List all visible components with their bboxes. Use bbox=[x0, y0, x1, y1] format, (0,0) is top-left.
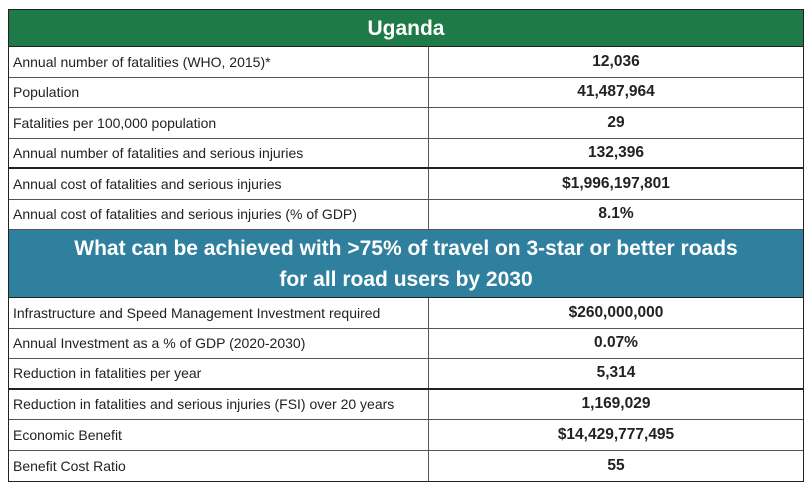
section-title-line2: for all road users by 2030 bbox=[279, 268, 533, 291]
row-value: 55 bbox=[607, 456, 625, 474]
row-value: $260,000,000 bbox=[568, 303, 664, 321]
row-value: $14,429,777,495 bbox=[557, 425, 675, 443]
row-value: 0.07% bbox=[594, 334, 638, 352]
table-row: Annual cost of fatalities and serious in… bbox=[9, 199, 803, 230]
table-row: Annual number of fatalities (WHO, 2015)*… bbox=[9, 47, 803, 78]
table-row: Benefit Cost Ratio 55 bbox=[9, 450, 803, 481]
row-value: $1,996,197,801 bbox=[562, 174, 670, 192]
row-value: 1,169,029 bbox=[581, 395, 651, 413]
row-label: Reduction in fatalities per year bbox=[9, 359, 429, 388]
row-label: Infrastructure and Speed Management Inve… bbox=[9, 298, 429, 328]
section-title-line1: What can be achieved with >75% of travel… bbox=[74, 237, 738, 260]
country-title: Uganda bbox=[9, 10, 803, 47]
row-label: Annual cost of fatalities and serious in… bbox=[9, 199, 429, 229]
table-row: Annual cost of fatalities and serious in… bbox=[9, 169, 803, 200]
row-value: 5,314 bbox=[596, 364, 636, 382]
row-label: Fatalities per 100,000 population bbox=[9, 108, 429, 138]
row-value: 12,036 bbox=[592, 52, 640, 70]
table-row: Reduction in fatalities and serious inju… bbox=[9, 389, 803, 420]
table-row: Reduction in fatalities per year 5,314 bbox=[9, 359, 803, 390]
row-label: Annual Investment as a % of GDP (2020-20… bbox=[9, 328, 429, 358]
row-label: Annual cost of fatalities and serious in… bbox=[9, 169, 429, 199]
row-label: Population bbox=[9, 77, 429, 107]
table-row: Population 41,487,964 bbox=[9, 77, 803, 108]
row-value: 41,487,964 bbox=[577, 83, 655, 101]
row-value: 29 bbox=[607, 113, 625, 131]
section-title: What can be achieved with >75% of travel… bbox=[9, 230, 803, 298]
row-label: Annual number of fatalities (WHO, 2015)* bbox=[9, 47, 429, 77]
row-value: 132,396 bbox=[587, 143, 645, 161]
road-safety-table: Uganda Annual number of fatalities (WHO,… bbox=[8, 9, 804, 482]
table-row: Infrastructure and Speed Management Inve… bbox=[9, 298, 803, 329]
table-row: Annual number of fatalities and serious … bbox=[9, 138, 803, 169]
row-label: Reduction in fatalities and serious inju… bbox=[9, 389, 429, 419]
table-row: Annual Investment as a % of GDP (2020-20… bbox=[9, 328, 803, 359]
row-label: Economic Benefit bbox=[9, 420, 429, 450]
table-row: Economic Benefit $14,429,777,495 bbox=[9, 420, 803, 451]
row-value: 8.1% bbox=[598, 205, 634, 223]
row-label: Benefit Cost Ratio bbox=[9, 450, 429, 481]
row-label: Annual number of fatalities and serious … bbox=[9, 138, 429, 167]
table-row: Fatalities per 100,000 population 29 bbox=[9, 108, 803, 139]
